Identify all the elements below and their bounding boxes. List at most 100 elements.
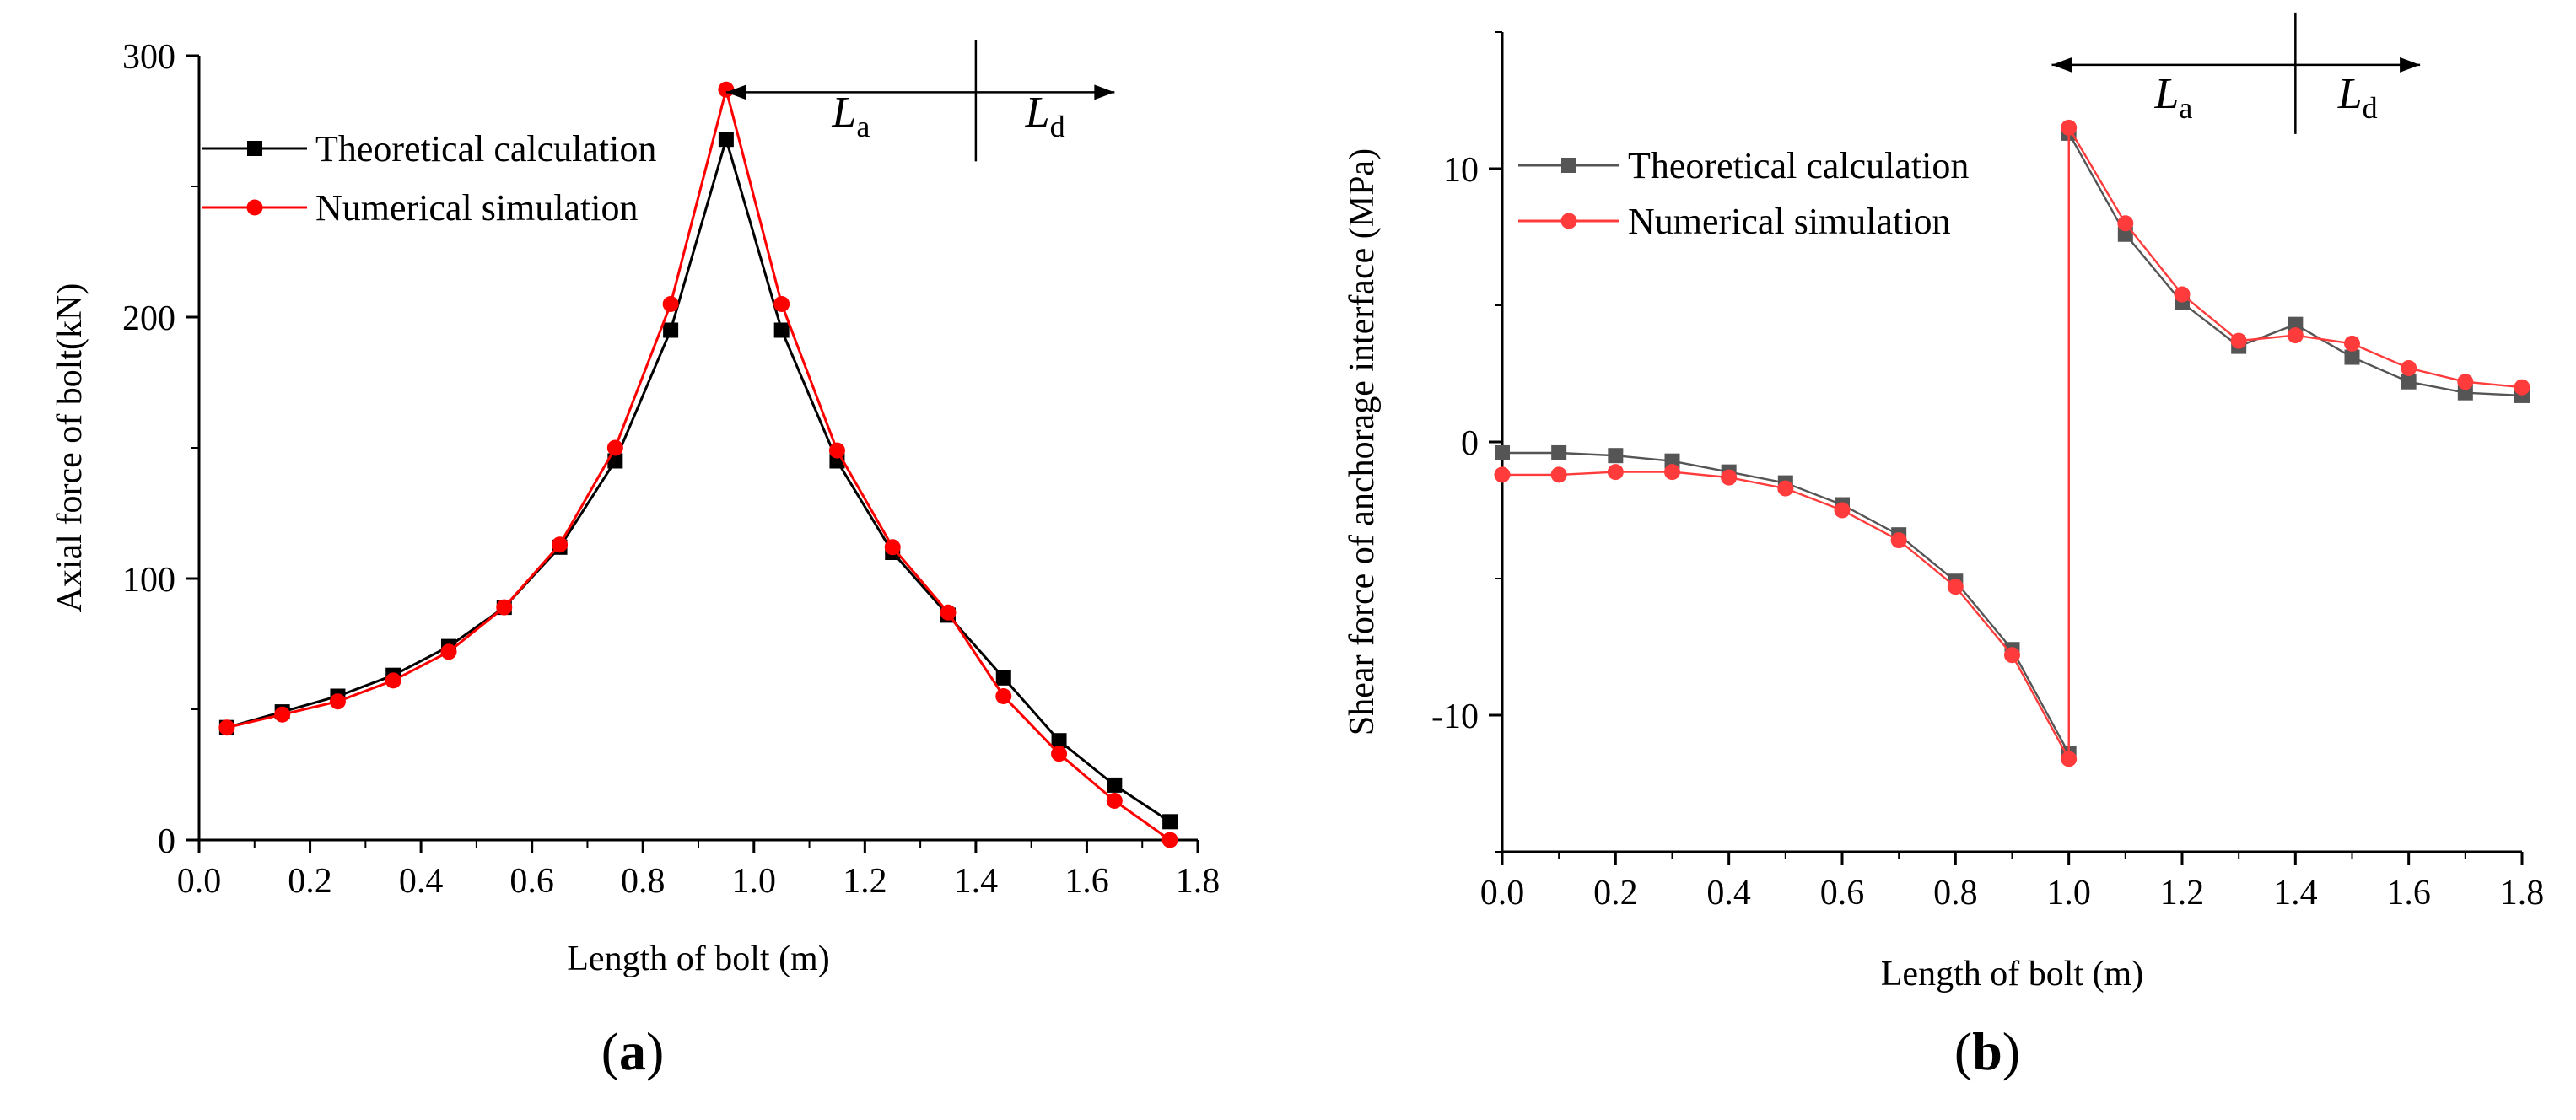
data-point	[2344, 335, 2360, 352]
data-point	[2457, 385, 2473, 401]
chart-panel-a: 0.0 0.2 0.4 0.6 0.8 1.0 1.2 1.4 1.6 1.8 0 100 200 300…	[51, 38, 1220, 1081]
y-tick-label: 0	[1461, 424, 1479, 463]
annotation-label: Ld	[1025, 89, 1065, 143]
series-line-2	[1502, 124, 2523, 760]
data-point	[718, 132, 734, 148]
annotation-subscript: d	[2363, 91, 2378, 125]
legend-marker	[1560, 213, 1577, 229]
y-tick-label: 300	[122, 38, 175, 77]
series-line-1	[226, 134, 1171, 823]
annotation-subscript: d	[1050, 110, 1065, 143]
legend-entry: Numerical simulation	[1628, 201, 1950, 242]
data-point	[385, 672, 401, 689]
data-point	[1495, 444, 1510, 460]
x-tick-label: 1.2	[843, 862, 887, 901]
panel-paren-open: (	[601, 1021, 619, 1081]
annotation-symbol: L	[2153, 70, 2179, 118]
data-point	[552, 536, 569, 553]
data-point	[995, 670, 1011, 686]
x-axis-label: Length of bolt (m)	[1881, 955, 2143, 993]
data-point	[773, 322, 790, 338]
data-point	[1494, 466, 1511, 483]
annotation-arrowhead-right	[1094, 84, 1115, 100]
x-tick-label: 1.4	[2273, 874, 2318, 913]
data-point	[2457, 374, 2474, 390]
panel-label: (b)	[1954, 1021, 2020, 1081]
data-point	[1834, 502, 1851, 519]
legend-entry: Theoretical calculation	[1628, 145, 1969, 186]
data-point	[496, 599, 513, 616]
annotation-label: La	[2153, 70, 2192, 125]
series-line-2	[226, 84, 1171, 842]
y-axis-label: Axial force of bolt(kN)	[51, 283, 89, 613]
data-point	[2287, 327, 2304, 344]
x-axis-label: Length of bolt (m)	[567, 940, 829, 978]
data-point	[2117, 226, 2133, 242]
annotation-label: Ld	[2337, 70, 2378, 125]
data-point	[440, 643, 457, 660]
data-point	[662, 296, 679, 312]
x-tick-label: 1.2	[2160, 874, 2205, 913]
x-tick-label: 0.8	[621, 862, 666, 901]
data-point	[2230, 332, 2247, 349]
legend-entry: Numerical simulation	[315, 187, 638, 229]
legend-marker	[1561, 158, 1576, 173]
annotation-symbol: L	[1025, 89, 1050, 137]
y-tick-label: 100	[122, 561, 175, 600]
data-point	[2344, 349, 2360, 365]
data-point	[1890, 532, 1907, 549]
data-point	[1664, 453, 1680, 469]
data-point	[2117, 215, 2134, 232]
data-point	[606, 439, 623, 456]
panel-label: (a)	[601, 1021, 665, 1081]
data-point	[718, 81, 735, 98]
x-tick-label: 0.4	[399, 862, 444, 901]
x-tick-label: 0.4	[1706, 874, 1751, 913]
y-tick-label: 10	[1443, 151, 1479, 190]
data-point	[1051, 746, 1068, 762]
annotation-label: La	[831, 89, 870, 143]
data-point	[1664, 464, 1680, 481]
chart-panel-b: 0.0 0.2 0.4 0.6 0.8 1.0 1.2 1.4 1.6 1.8 -10 0 10 Leng…	[1343, 12, 2545, 1081]
data-point	[2004, 647, 2020, 664]
data-point	[884, 539, 901, 556]
y-axis-label: Shear force of anchorage interface (MPa)	[1343, 148, 1382, 735]
x-tick-label: 1.8	[1176, 862, 1221, 901]
annotation-symbol: L	[2337, 70, 2363, 118]
data-point	[2514, 379, 2530, 396]
annotation-subscript: a	[2179, 91, 2192, 125]
x-tick-label: 0.2	[288, 862, 332, 901]
data-point	[1162, 814, 1178, 830]
x-tick-label: 1.4	[954, 862, 999, 901]
legend-marker	[246, 199, 263, 216]
series-line-1	[1502, 129, 2523, 754]
x-tick-label: 1.6	[1064, 862, 1109, 901]
x-tick-label: 0.0	[1480, 874, 1525, 913]
data-point	[1777, 480, 1794, 497]
data-point	[1721, 469, 1738, 486]
data-point	[1608, 448, 1624, 464]
data-point	[1607, 464, 1624, 481]
data-point	[329, 693, 346, 710]
data-point	[274, 706, 291, 723]
y-tick-label: 200	[122, 299, 175, 338]
data-point	[607, 453, 623, 469]
x-tick-label: 1.6	[2386, 874, 2431, 913]
panel-paren-close: )	[646, 1021, 664, 1081]
legend-entry: Theoretical calculation	[315, 128, 656, 170]
x-tick-label: 0.8	[1933, 874, 1978, 913]
annotation-subscript: a	[856, 110, 870, 143]
data-point	[218, 719, 235, 736]
legend-marker	[247, 141, 262, 156]
data-point	[663, 322, 679, 338]
x-tick-label: 1.0	[2046, 874, 2091, 913]
x-tick-label: 1.8	[2500, 874, 2545, 913]
data-point	[773, 296, 790, 312]
data-point	[1947, 579, 1964, 595]
data-point	[1106, 793, 1123, 809]
data-point	[995, 688, 1012, 704]
x-tick-label: 0.2	[1593, 874, 1638, 913]
x-tick-label: 1.0	[732, 862, 777, 901]
panel-letter: a	[619, 1021, 646, 1081]
